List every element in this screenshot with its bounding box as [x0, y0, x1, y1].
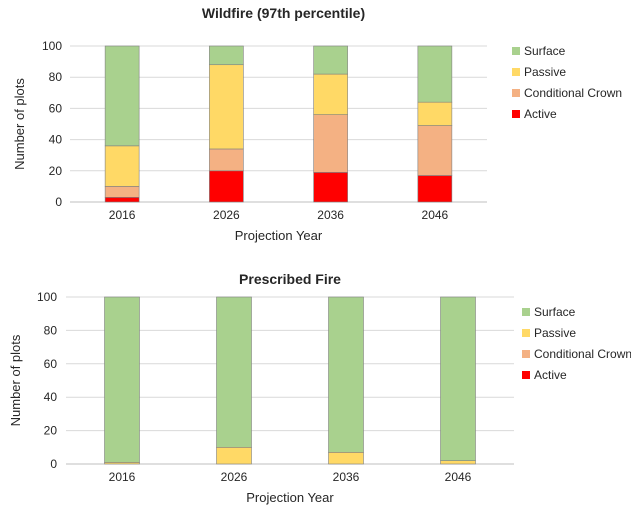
- legend-swatch: [512, 68, 520, 76]
- y-tick-label: 60: [49, 101, 63, 115]
- y-tick-label: 20: [49, 164, 63, 178]
- x-tick-label: 2026: [221, 470, 248, 484]
- legend-label: Surface: [524, 44, 566, 58]
- bar-segment-active: [104, 197, 140, 203]
- x-axis-label: Projection Year: [246, 490, 334, 505]
- bar-segment-passive: [417, 101, 453, 126]
- x-tick-label: 2026: [213, 208, 240, 222]
- bar-segment-surface: [216, 296, 252, 448]
- x-tick-label: 2036: [333, 470, 360, 484]
- y-tick-label: 0: [50, 457, 57, 471]
- legend-swatch: [522, 329, 530, 337]
- chart-title: Prescribed Fire: [239, 271, 341, 287]
- y-axis-label: Number of plots: [8, 334, 23, 426]
- legend-label: Active: [534, 368, 567, 382]
- legend-label: Conditional Crown: [534, 347, 631, 361]
- x-tick-label: 2046: [422, 208, 449, 222]
- y-tick-label: 80: [44, 323, 58, 337]
- bar-segment-passive: [209, 64, 244, 150]
- legend-label: Passive: [534, 326, 576, 340]
- bar-segment-conditional-crown: [313, 114, 348, 173]
- legend-swatch: [522, 350, 530, 358]
- legend-swatch: [512, 89, 520, 97]
- y-tick-label: 40: [44, 390, 58, 404]
- bar-segment-active: [209, 170, 244, 203]
- x-tick-label: 2046: [445, 470, 472, 484]
- legend-label: Passive: [524, 65, 566, 79]
- y-tick-label: 0: [55, 195, 62, 209]
- bar-segment-conditional-crown: [104, 186, 140, 198]
- legend-label: Surface: [534, 305, 576, 319]
- chart-title: Wildfire (97th percentile): [202, 5, 365, 21]
- y-tick-label: 80: [49, 70, 63, 84]
- bar-segment-surface: [209, 45, 244, 66]
- legend-label: Active: [524, 107, 557, 121]
- legend-swatch: [512, 110, 520, 118]
- y-axis-label: Number of plots: [12, 78, 27, 170]
- y-tick-label: 40: [49, 133, 63, 147]
- legend-swatch: [522, 308, 530, 316]
- bar-segment-passive: [104, 145, 140, 187]
- y-tick-label: 60: [44, 357, 58, 371]
- bar-segment-surface: [417, 45, 453, 103]
- legend-label: Conditional Crown: [524, 86, 622, 100]
- bar-segment-passive: [313, 73, 348, 115]
- bar-segment-conditional-crown: [417, 125, 453, 176]
- bar-segment-surface: [104, 296, 140, 463]
- bar-segment-passive: [216, 446, 252, 465]
- y-tick-label: 100: [42, 39, 62, 53]
- bar-segment-passive: [440, 460, 476, 465]
- x-tick-label: 2016: [109, 470, 136, 484]
- x-axis-label: Projection Year: [235, 228, 323, 243]
- y-tick-label: 20: [44, 424, 58, 438]
- bar-segment-passive: [328, 452, 364, 465]
- bar-segment-active: [417, 175, 453, 203]
- legend-swatch: [522, 371, 530, 379]
- bar-segment-conditional-crown: [209, 148, 244, 172]
- bar-segment-surface: [104, 45, 140, 147]
- y-tick-label: 100: [37, 290, 57, 304]
- bar-segment-surface: [313, 45, 348, 75]
- bar-segment-active: [313, 172, 348, 203]
- x-tick-label: 2036: [317, 208, 344, 222]
- bar-segment-surface: [440, 296, 476, 461]
- legend-swatch: [512, 47, 520, 55]
- x-tick-label: 2016: [109, 208, 136, 222]
- bar-segment-surface: [328, 296, 364, 453]
